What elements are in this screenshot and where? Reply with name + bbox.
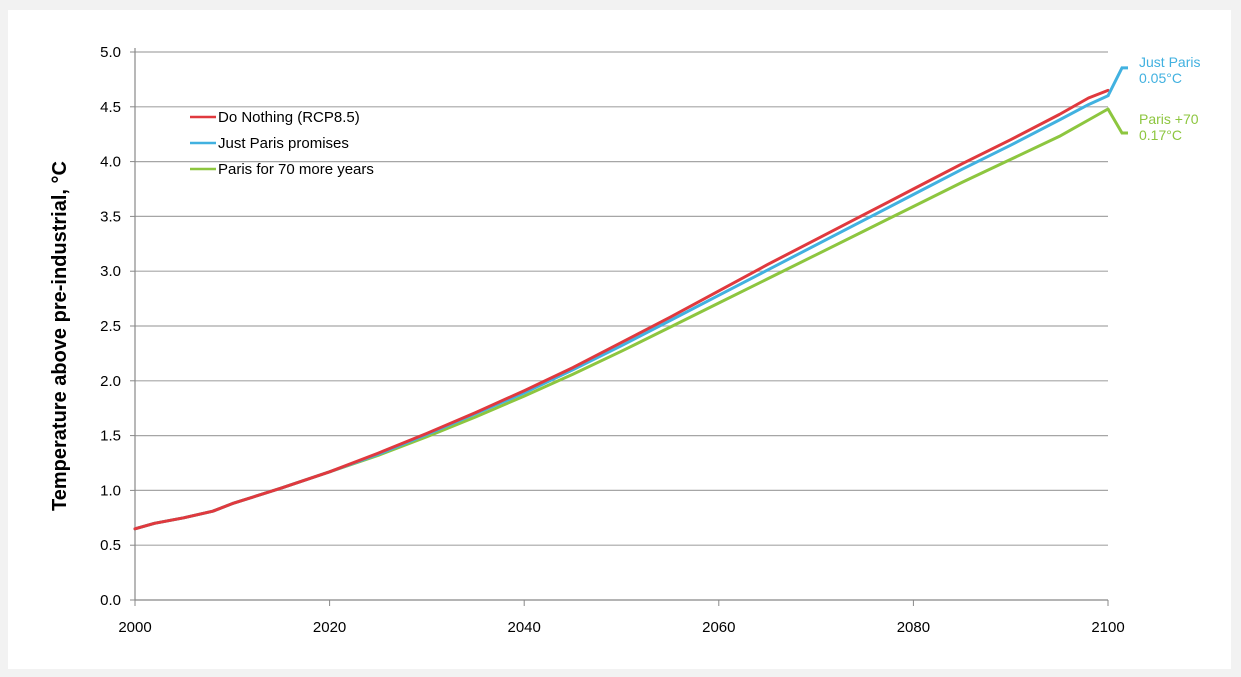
legend: Do Nothing (RCP8.5) Just Paris promises Pa… bbox=[190, 109, 374, 178]
y-axis-label: Temperature above pre-industrial, °C bbox=[49, 161, 71, 511]
y-tick-label: 5.0 bbox=[100, 44, 121, 61]
chart-card: 0.0 0.5 1.0 1.5 2.0 2.5 3.0 3.5 4.0 4.5 5.0 2000 20… bbox=[8, 10, 1231, 669]
y-tick-labels: 0.0 0.5 1.0 1.5 2.0 2.5 3.0 3.5 4.0 4.5 5.0 bbox=[100, 44, 135, 609]
x-tick-label: 2000 bbox=[118, 619, 151, 636]
y-tick-label: 1.5 bbox=[100, 428, 121, 445]
y-tick-label: 3.5 bbox=[100, 208, 121, 225]
series-line-0 bbox=[133, 88, 1110, 531]
annotation-leader bbox=[1106, 66, 1128, 97]
annotation-leader bbox=[1106, 108, 1128, 135]
legend-label: Do Nothing (RCP8.5) bbox=[218, 109, 360, 126]
temperature-chart: 0.00.51.01.52.02.53.03.54.04.55.0 2000 20… bbox=[49, 44, 1200, 636]
y-tick-label: 2.5 bbox=[100, 318, 121, 335]
y-tick-label: 4.0 bbox=[100, 154, 121, 171]
annotation-value: 0.05°C bbox=[1139, 70, 1182, 86]
legend-label: Paris for 70 more years bbox=[218, 161, 374, 178]
x-tick-label: 2080 bbox=[897, 619, 930, 636]
y-tick-label: 0.5 bbox=[100, 537, 121, 554]
x-tick-label: 2100 bbox=[1091, 619, 1124, 636]
annotation-value: 0.17°C bbox=[1139, 127, 1182, 143]
series-lines bbox=[133, 88, 1110, 531]
x-tick-label: 2060 bbox=[702, 619, 735, 636]
x-tick-label: 2020 bbox=[313, 619, 346, 636]
annotation-label: Paris +70 bbox=[1139, 111, 1199, 127]
y-tick-label: 0.0 bbox=[100, 592, 121, 609]
y-tick-label: 2.0 bbox=[100, 373, 121, 390]
legend-label: Just Paris promises bbox=[218, 135, 349, 152]
y-tick-label: 1.0 bbox=[100, 482, 121, 499]
y-tick-label: 3.0 bbox=[100, 263, 121, 280]
axes bbox=[134, 48, 1108, 601]
annotation-label: Just Paris bbox=[1139, 54, 1200, 70]
x-tick-labels: 2000 2020 2040 2060 2080 2100 bbox=[118, 600, 1125, 636]
x-tick-label: 2040 bbox=[508, 619, 541, 636]
grid-lines bbox=[135, 51, 1108, 546]
y-tick-label: 4.5 bbox=[100, 99, 121, 116]
